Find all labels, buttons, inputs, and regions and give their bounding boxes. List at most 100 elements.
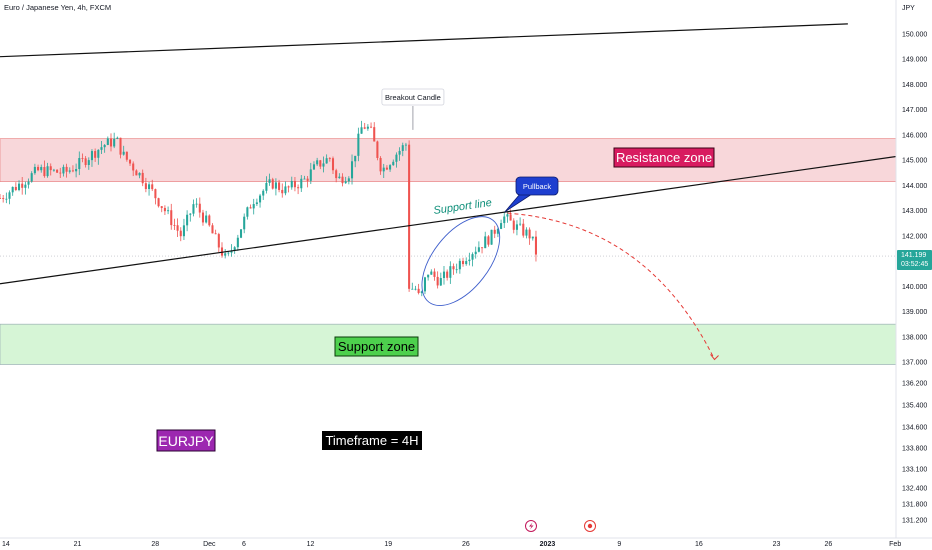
timeframe-label: Timeframe = 4H (322, 431, 422, 450)
candle (268, 173, 271, 186)
candle (455, 263, 458, 274)
x-tick-label: 9 (617, 541, 621, 548)
candle (8, 190, 11, 205)
y-tick-label: 139.000 (902, 309, 927, 316)
candle (113, 132, 116, 149)
support-zone (0, 323, 897, 365)
candle (487, 235, 490, 247)
candle (5, 192, 8, 204)
candle (506, 212, 509, 223)
pullback-callout-label: Pullback (523, 182, 552, 191)
y-tick-label: 149.000 (902, 57, 927, 64)
candle (135, 169, 138, 176)
candle (128, 159, 132, 167)
current-price-tag: 141.199 03:52:45 (897, 250, 932, 271)
candle (24, 181, 27, 195)
chart-title: Euro / Japanese Yen, 4h, FXCM (4, 3, 111, 12)
candle (87, 157, 90, 170)
record-event-icon[interactable] (584, 520, 596, 532)
support-trend-line[interactable] (0, 154, 907, 285)
candle (265, 176, 268, 194)
candle (493, 225, 496, 239)
y-tick-label: 147.000 (902, 107, 927, 114)
candle (297, 184, 300, 195)
upper-trend-line[interactable] (0, 23, 848, 58)
pullback-ellipse (421, 216, 501, 306)
y-tick-label: 140.000 (902, 284, 927, 291)
candle (373, 122, 376, 142)
y-tick-label: 144.000 (902, 183, 927, 190)
candle (173, 218, 176, 231)
timeframe-text: Timeframe = 4H (325, 433, 418, 448)
candle (319, 159, 322, 170)
candle (262, 189, 265, 200)
resistance-zone-label: Resistance zone (613, 147, 715, 168)
candle (303, 175, 306, 180)
candle (357, 127, 360, 162)
candle (227, 251, 230, 256)
candle (116, 136, 119, 140)
candle (239, 229, 243, 239)
y-tick-label: 143.000 (902, 208, 927, 215)
candle (430, 269, 433, 275)
candle (350, 154, 354, 185)
candle (366, 124, 369, 131)
candle (322, 156, 325, 173)
support-zone-label: Support zone (334, 336, 419, 357)
candle (382, 163, 385, 179)
x-tick-label: 28 (151, 541, 159, 548)
candle (531, 236, 534, 241)
candle (309, 162, 312, 185)
y-tick-label: 137.000 (902, 360, 927, 367)
y-tick-label: 131.200 (902, 518, 927, 525)
candle (106, 136, 109, 146)
candle (103, 144, 106, 153)
x-tick-label: 12 (307, 541, 315, 548)
candle (417, 283, 420, 295)
candle (220, 242, 224, 258)
x-tick-label: 23 (773, 541, 781, 548)
candle (452, 263, 455, 275)
candle (281, 183, 284, 198)
candle (344, 176, 347, 184)
candle (154, 188, 157, 205)
candle (246, 206, 249, 220)
candle (316, 157, 319, 167)
candle (214, 229, 217, 235)
candle (46, 162, 49, 178)
candle (33, 163, 36, 175)
candle (519, 217, 522, 226)
candle (151, 179, 154, 192)
candle (27, 178, 30, 189)
candle (78, 151, 81, 176)
candle (484, 231, 487, 249)
candle (274, 178, 277, 196)
candle (522, 218, 525, 238)
candle (433, 268, 436, 281)
candle (414, 285, 417, 291)
candle (293, 177, 296, 192)
breakout-callout-label: Breakout Candle (385, 93, 441, 102)
candle (144, 177, 147, 193)
y-tick-label: 132.400 (902, 486, 927, 493)
candle (347, 176, 350, 185)
candle (160, 205, 163, 213)
y-tick-label: 138.000 (902, 334, 927, 341)
y-tick-label: 150.000 (902, 32, 927, 39)
candle (461, 257, 465, 267)
resistance-zone-text: Resistance zone (616, 150, 712, 165)
x-tick-label: Dec (203, 541, 216, 548)
resistance-zone (0, 138, 897, 182)
candle (465, 257, 468, 266)
candle (148, 181, 151, 196)
candle (341, 173, 344, 187)
candle (125, 151, 128, 162)
candle (477, 241, 480, 253)
candle (132, 161, 135, 177)
lightning-event-icon[interactable] (525, 520, 537, 532)
candle (471, 252, 474, 267)
candle (56, 169, 59, 173)
candle (420, 290, 423, 297)
y-tick-label: 133.800 (902, 446, 927, 453)
